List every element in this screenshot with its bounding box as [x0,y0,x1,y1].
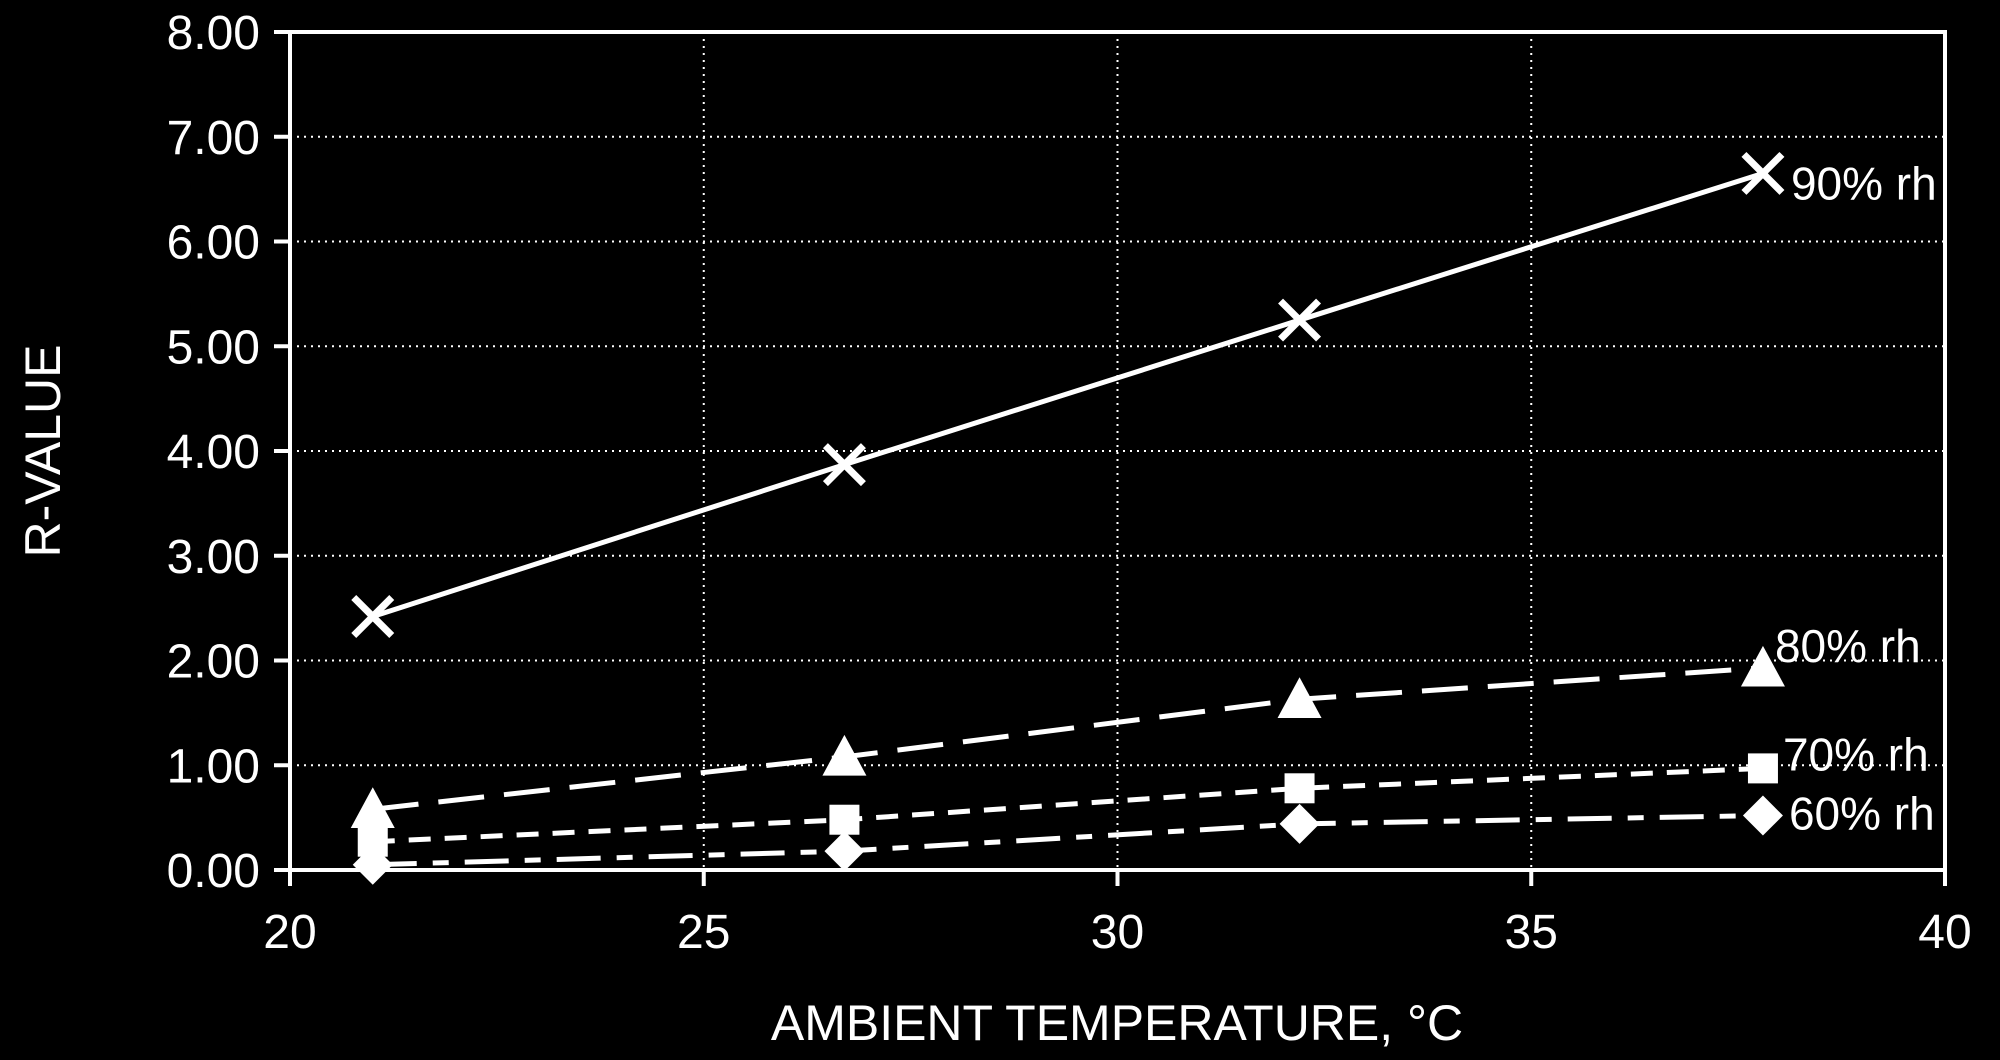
y-tick-label: 8.00 [167,7,260,60]
triangle-marker [1740,645,1785,687]
x-axis-title: AMBIENT TEMPERATURE, °C [771,995,1463,1051]
series-line [372,665,1764,812]
square-marker [1747,753,1778,784]
tick-layer: 0.00 1.00 2.00 3.00 4.00 5.00 6.00 7.00 8.00 20 25… [167,7,1972,959]
triangle-marker [350,787,395,828]
diamond-marker [1279,803,1320,844]
y-tick-label: 4.00 [167,426,260,479]
x-tick-label: 35 [1505,906,1558,959]
series-line [371,171,1764,619]
x-tick-label: 40 [1918,906,1971,959]
y-tick-label: 0.00 [167,845,260,898]
x-marker [1741,151,1785,195]
y-tick-label: 1.00 [167,740,260,793]
y-tick-label: 3.00 [167,531,260,584]
series-line [372,813,1763,868]
y-tick-label: 7.00 [167,112,260,165]
series-group: 80% rh [350,620,1921,828]
y-tick-label: 5.00 [167,321,260,374]
x-tick-label: 25 [677,906,730,959]
triangle-marker [1277,677,1322,718]
series-label: 60% rh [1789,788,1935,840]
y-tick-label: 6.00 [167,217,260,270]
x-marker [351,595,395,638]
series-label: 90% rh [1791,157,1937,209]
diamond-marker [1742,795,1783,836]
diamond-marker [824,831,865,872]
grid-layer [290,32,1945,870]
triangle-marker [822,734,867,776]
square-marker [1284,773,1315,804]
series-layer: 90% rh 80% rh 70% rh 60% rh [350,151,1937,885]
y-tick-label: 2.00 [167,636,260,689]
square-marker [829,804,860,835]
series-group: 60% rh [352,788,1935,885]
x-tick-label: 30 [1091,906,1144,959]
series-line [372,765,1764,845]
series-group: 70% rh [357,728,1929,857]
x-tick-label: 20 [263,906,316,959]
y-axis-title: R-VALUE [15,344,71,557]
series-label: 80% rh [1775,620,1921,672]
diamond-marker [352,844,393,885]
series-group: 90% rh [351,151,1937,638]
x-marker [822,443,866,487]
series-label: 70% rh [1783,728,1929,780]
x-marker [1278,298,1322,342]
